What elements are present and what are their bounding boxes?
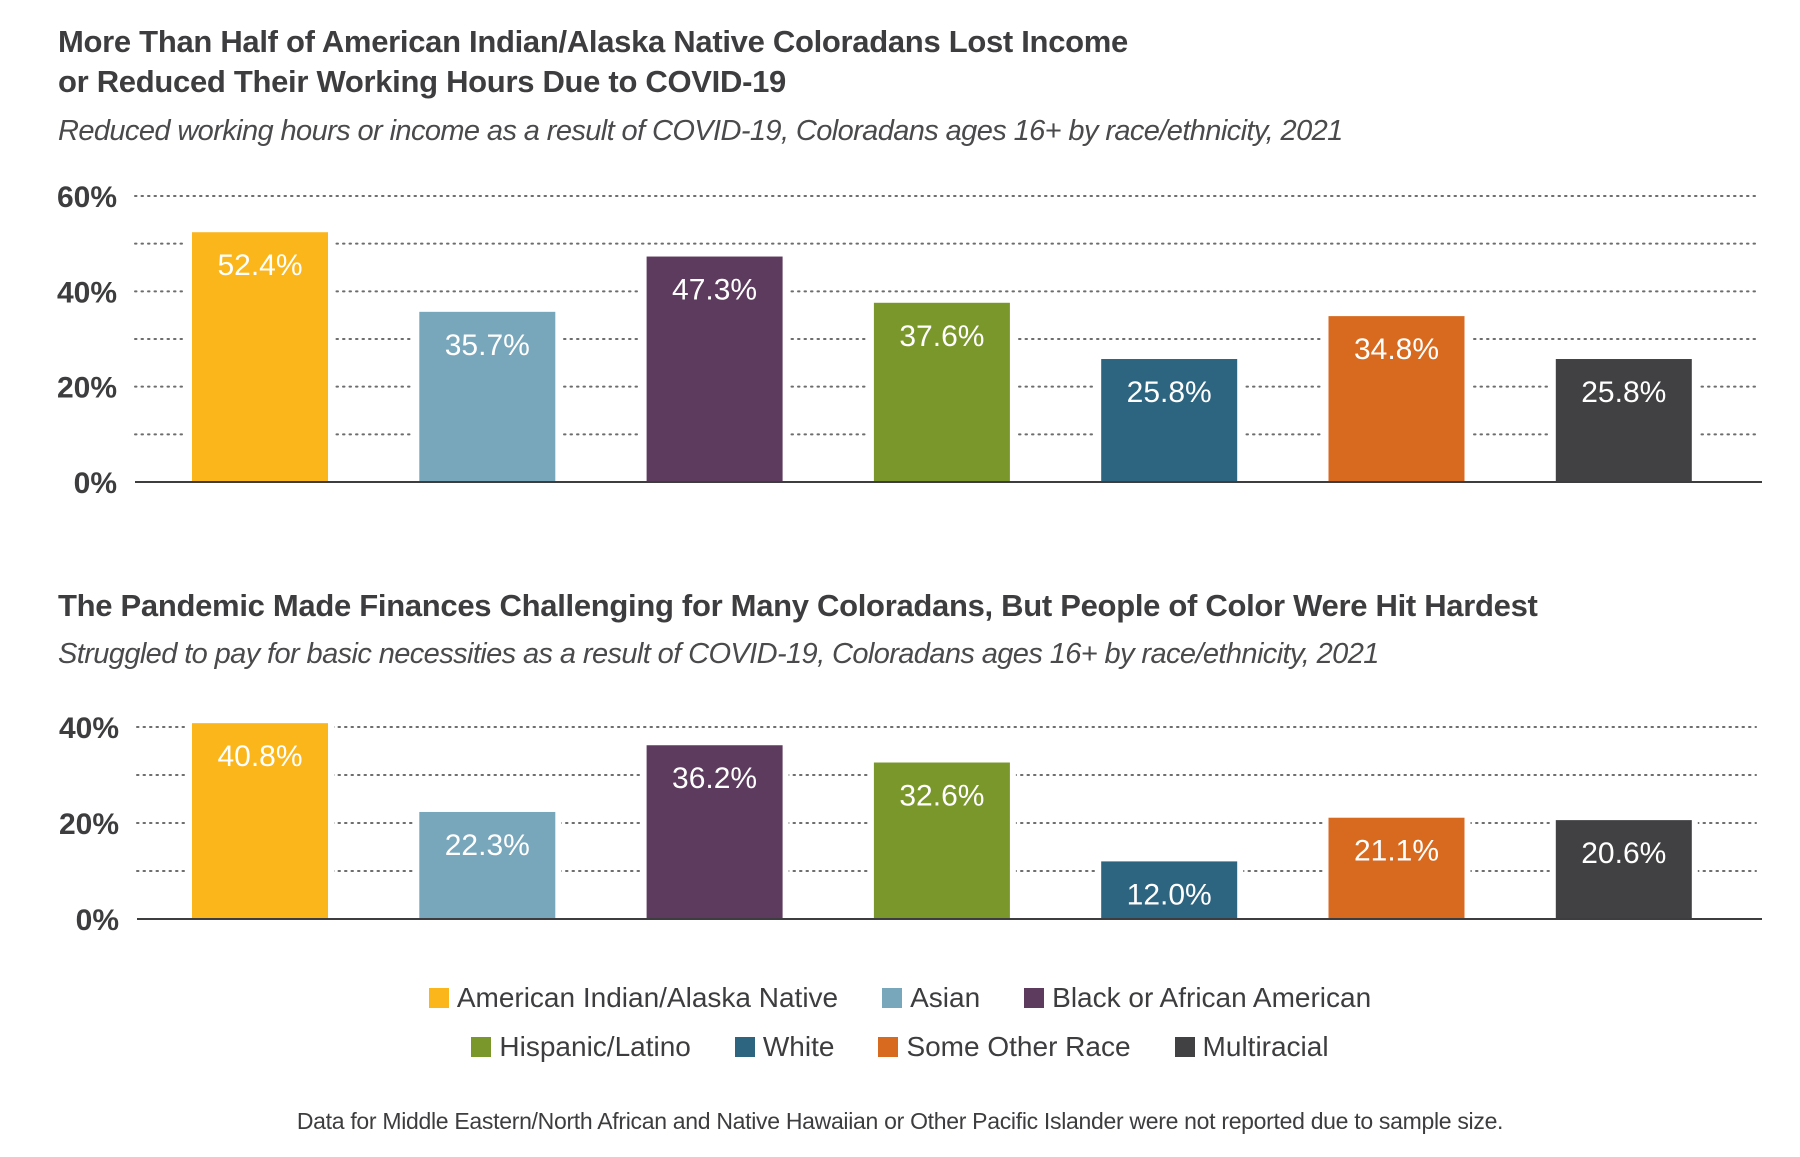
chart2-title: The Pandemic Made Finances Challenging f… bbox=[58, 588, 1538, 623]
chart1-title-line2: or Reduced Their Working Hours Due to CO… bbox=[58, 64, 786, 99]
data-label: 52.4% bbox=[217, 249, 302, 282]
legend-swatch bbox=[878, 1037, 899, 1057]
data-label: 25.8% bbox=[1127, 376, 1212, 409]
data-label: 37.6% bbox=[899, 320, 984, 353]
bar bbox=[192, 232, 328, 482]
chart1-title-line1: More Than Half of American Indian/Alaska… bbox=[58, 24, 1128, 59]
bar bbox=[646, 256, 783, 482]
legend-item: Some Other Race bbox=[878, 1031, 1131, 1063]
y-tick-label: 0% bbox=[76, 904, 119, 937]
y-tick-label: 40% bbox=[57, 276, 117, 309]
legend-label: Asian bbox=[910, 982, 981, 1013]
legend-label: Black or African American bbox=[1052, 982, 1372, 1013]
data-label: 36.2% bbox=[672, 762, 757, 795]
data-label: 40.8% bbox=[217, 740, 302, 773]
chart1-subtitle: Reduced working hours or income as a res… bbox=[58, 115, 1343, 147]
data-label: 32.6% bbox=[899, 780, 984, 813]
bar bbox=[873, 762, 1010, 919]
y-tick-label: 40% bbox=[59, 712, 119, 745]
footnote: Data for Middle Eastern/North African an… bbox=[296, 1108, 1504, 1134]
bar bbox=[1328, 316, 1465, 482]
data-label: 35.7% bbox=[445, 329, 530, 362]
data-label: 22.3% bbox=[445, 829, 530, 862]
bar bbox=[419, 311, 556, 482]
data-label: 25.8% bbox=[1581, 376, 1666, 409]
chart2-subtitle: Struggled to pay for basic necessities a… bbox=[58, 638, 1379, 670]
legend-item: Black or African American bbox=[1024, 982, 1371, 1014]
legend-swatch bbox=[1024, 988, 1045, 1008]
y-tick-label: 0% bbox=[74, 467, 117, 500]
legend-label: American Indian/Alaska Native bbox=[456, 982, 839, 1013]
legend-item: Hispanic/Latino bbox=[471, 1031, 691, 1063]
y-tick-label: 20% bbox=[59, 808, 119, 841]
legend-item: Asian bbox=[882, 982, 980, 1014]
y-tick-label: 60% bbox=[57, 181, 117, 214]
bar bbox=[1328, 817, 1465, 919]
data-label: 34.8% bbox=[1354, 333, 1439, 366]
chart2-basic-necessities: 0% 20% 40% 40.8% 22.3% 36.2% 32.6% 12.0% 21.1% 20… bbox=[59, 712, 1762, 937]
legend-swatch bbox=[471, 1037, 492, 1057]
bar bbox=[1101, 359, 1238, 482]
legend-row-1: American Indian/Alaska Native Asian Blac… bbox=[0, 982, 1800, 1014]
legend-swatch bbox=[882, 988, 903, 1008]
bar bbox=[192, 723, 328, 919]
data-label: 20.6% bbox=[1581, 837, 1666, 870]
legend-swatch bbox=[428, 988, 449, 1008]
bar bbox=[1555, 359, 1692, 482]
bar bbox=[646, 745, 783, 919]
bar bbox=[419, 811, 556, 919]
legend-item: Multiracial bbox=[1174, 1031, 1329, 1063]
legend-label: White bbox=[762, 1031, 835, 1062]
legend-label: Hispanic/Latino bbox=[499, 1031, 691, 1062]
legend-row-2: Hispanic/Latino White Some Other Race Mu… bbox=[0, 1031, 1800, 1063]
legend-label: Some Other Race bbox=[906, 1031, 1131, 1062]
bar bbox=[1101, 861, 1238, 919]
bar bbox=[873, 302, 1010, 482]
bar bbox=[1555, 820, 1692, 919]
data-label: 47.3% bbox=[672, 274, 757, 307]
legend-item: White bbox=[734, 1031, 835, 1063]
legend-swatch bbox=[1174, 1037, 1195, 1057]
data-label: 12.0% bbox=[1127, 878, 1212, 911]
legend-label: Multiracial bbox=[1202, 1031, 1329, 1062]
y-tick-label: 20% bbox=[57, 372, 117, 405]
legend-swatch bbox=[734, 1037, 755, 1057]
legend-item: American Indian/Alaska Native bbox=[428, 982, 839, 1014]
data-label: 21.1% bbox=[1354, 835, 1439, 868]
chart1-working-hours: 0% 20% 40% 60% 52.4% 35.7% 47.3% 37.6% 25.8% 34.8… bbox=[57, 181, 1762, 500]
